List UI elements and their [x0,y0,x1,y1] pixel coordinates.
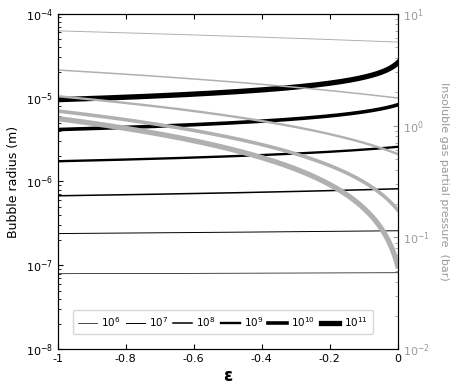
Y-axis label: Bubble radius (m): Bubble radius (m) [7,125,20,238]
X-axis label: ε: ε [222,367,232,385]
Y-axis label: Insoluble gas partial pressure  (bar): Insoluble gas partial pressure (bar) [438,82,448,281]
Legend: 10$^{6}$, 10$^{7}$, 10$^{8}$, 10$^{9}$, 10$^{10}$, 10$^{11}$: 10$^{6}$, 10$^{7}$, 10$^{8}$, 10$^{9}$, … [73,310,372,334]
